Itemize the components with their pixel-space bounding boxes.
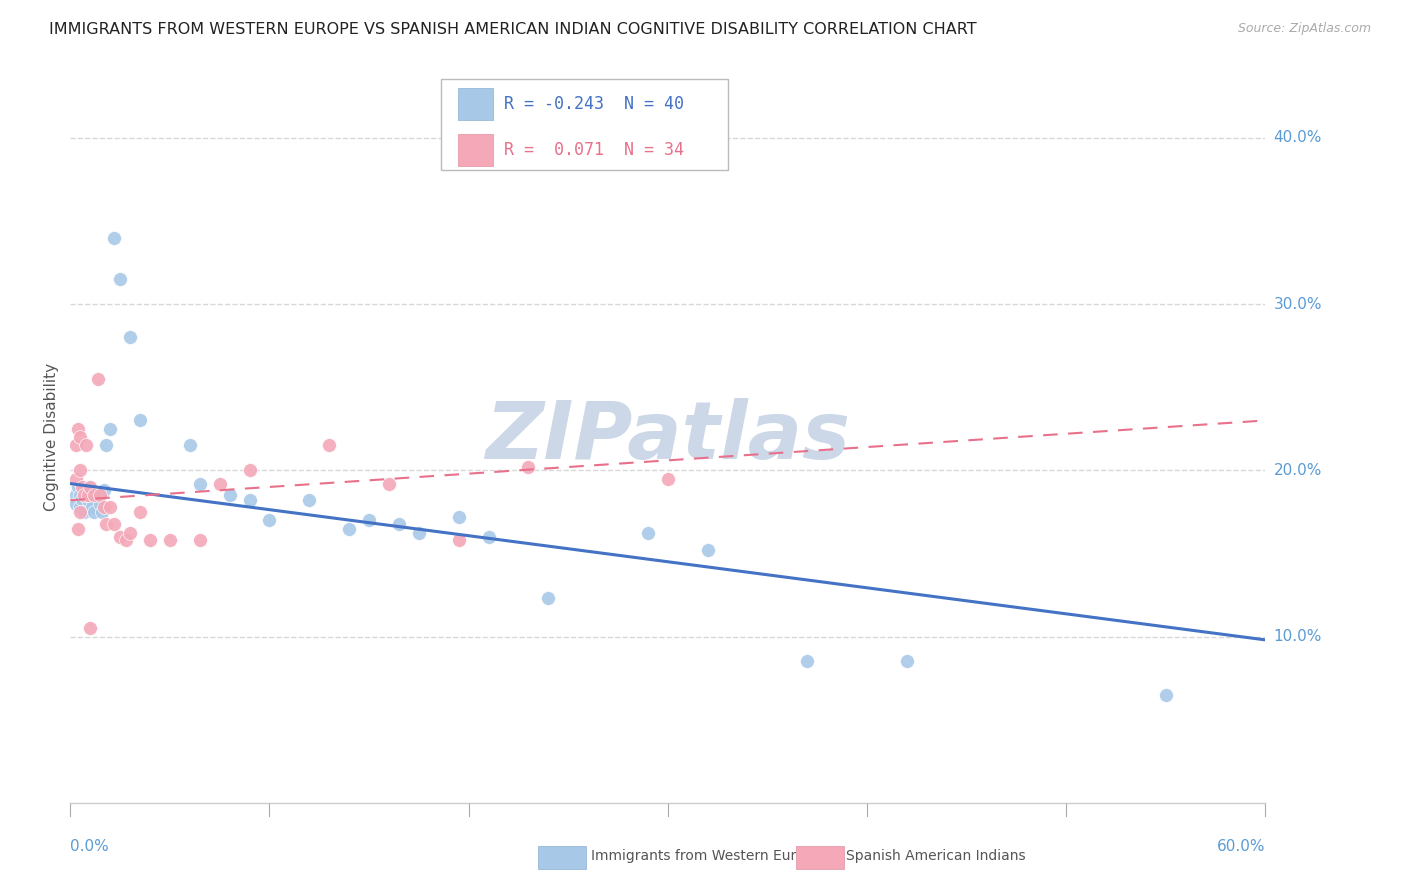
Point <box>84 488 107 502</box>
Point <box>388 516 411 531</box>
Point <box>83 505 105 519</box>
Text: R = -0.243  N = 40: R = -0.243 N = 40 <box>505 95 685 113</box>
Point <box>73 505 96 519</box>
Point <box>77 488 100 502</box>
Point <box>98 500 121 514</box>
Text: 10.0%: 10.0% <box>1274 629 1322 644</box>
FancyBboxPatch shape <box>457 88 494 120</box>
Point <box>79 480 101 494</box>
Point <box>103 230 125 244</box>
Point <box>93 483 115 498</box>
Point <box>65 438 87 452</box>
Point <box>478 530 501 544</box>
Point <box>108 530 131 544</box>
Point <box>98 422 121 436</box>
Point <box>69 500 91 514</box>
Point <box>208 476 231 491</box>
Point <box>79 480 101 494</box>
Y-axis label: Cognitive Disability: Cognitive Disability <box>44 363 59 511</box>
Point <box>115 533 138 548</box>
Point <box>69 488 91 502</box>
Point <box>239 463 262 477</box>
Point <box>67 480 90 494</box>
Point <box>129 413 152 427</box>
Point <box>408 526 430 541</box>
Point <box>637 526 659 541</box>
Point <box>77 493 100 508</box>
Point <box>69 430 91 444</box>
Point <box>70 480 93 494</box>
Point <box>120 330 141 344</box>
FancyBboxPatch shape <box>457 135 494 167</box>
Text: R =  0.071  N = 34: R = 0.071 N = 34 <box>505 141 685 160</box>
Point <box>657 472 679 486</box>
Point <box>159 533 181 548</box>
Point <box>517 460 540 475</box>
Point <box>796 655 818 669</box>
Point <box>93 500 115 514</box>
Text: 30.0%: 30.0% <box>1274 297 1322 311</box>
Point <box>239 493 262 508</box>
Point <box>447 533 470 548</box>
Point <box>65 488 87 502</box>
Point <box>188 476 211 491</box>
Point <box>447 509 470 524</box>
Point <box>218 488 240 502</box>
Point <box>129 505 152 519</box>
Point <box>89 488 111 502</box>
Point <box>1154 688 1177 702</box>
Point <box>259 513 281 527</box>
Point <box>75 483 97 498</box>
Point <box>139 533 162 548</box>
Point <box>69 505 91 519</box>
Point <box>79 621 101 635</box>
Point <box>179 438 201 452</box>
Text: Source: ZipAtlas.com: Source: ZipAtlas.com <box>1237 22 1371 36</box>
Point <box>318 438 340 452</box>
FancyBboxPatch shape <box>441 78 728 170</box>
Point <box>91 505 114 519</box>
Text: 0.0%: 0.0% <box>70 839 110 855</box>
Point <box>298 493 321 508</box>
Point <box>87 372 110 386</box>
Text: Immigrants from Western Europe: Immigrants from Western Europe <box>591 849 821 863</box>
Point <box>103 516 125 531</box>
Text: 40.0%: 40.0% <box>1274 130 1322 145</box>
Point <box>73 488 96 502</box>
Point <box>120 526 141 541</box>
Point <box>96 516 117 531</box>
Point <box>67 422 90 436</box>
Text: IMMIGRANTS FROM WESTERN EUROPE VS SPANISH AMERICAN INDIAN COGNITIVE DISABILITY C: IMMIGRANTS FROM WESTERN EUROPE VS SPANIS… <box>49 22 977 37</box>
Point <box>67 521 90 535</box>
Point <box>378 476 401 491</box>
Point <box>108 272 131 286</box>
Point <box>188 533 211 548</box>
Text: 20.0%: 20.0% <box>1274 463 1322 478</box>
Point <box>537 591 560 606</box>
Point <box>65 472 87 486</box>
Text: ZIPatlas: ZIPatlas <box>485 398 851 476</box>
Point <box>69 463 91 477</box>
Point <box>82 500 104 514</box>
Text: 60.0%: 60.0% <box>1218 839 1265 855</box>
Point <box>65 497 87 511</box>
Point <box>96 438 117 452</box>
Point <box>75 438 97 452</box>
Point <box>70 491 93 506</box>
Point <box>896 655 918 669</box>
Point <box>696 543 718 558</box>
Point <box>337 521 360 535</box>
Point <box>89 497 111 511</box>
Point <box>83 488 105 502</box>
Point <box>359 513 381 527</box>
Text: Spanish American Indians: Spanish American Indians <box>846 849 1026 863</box>
